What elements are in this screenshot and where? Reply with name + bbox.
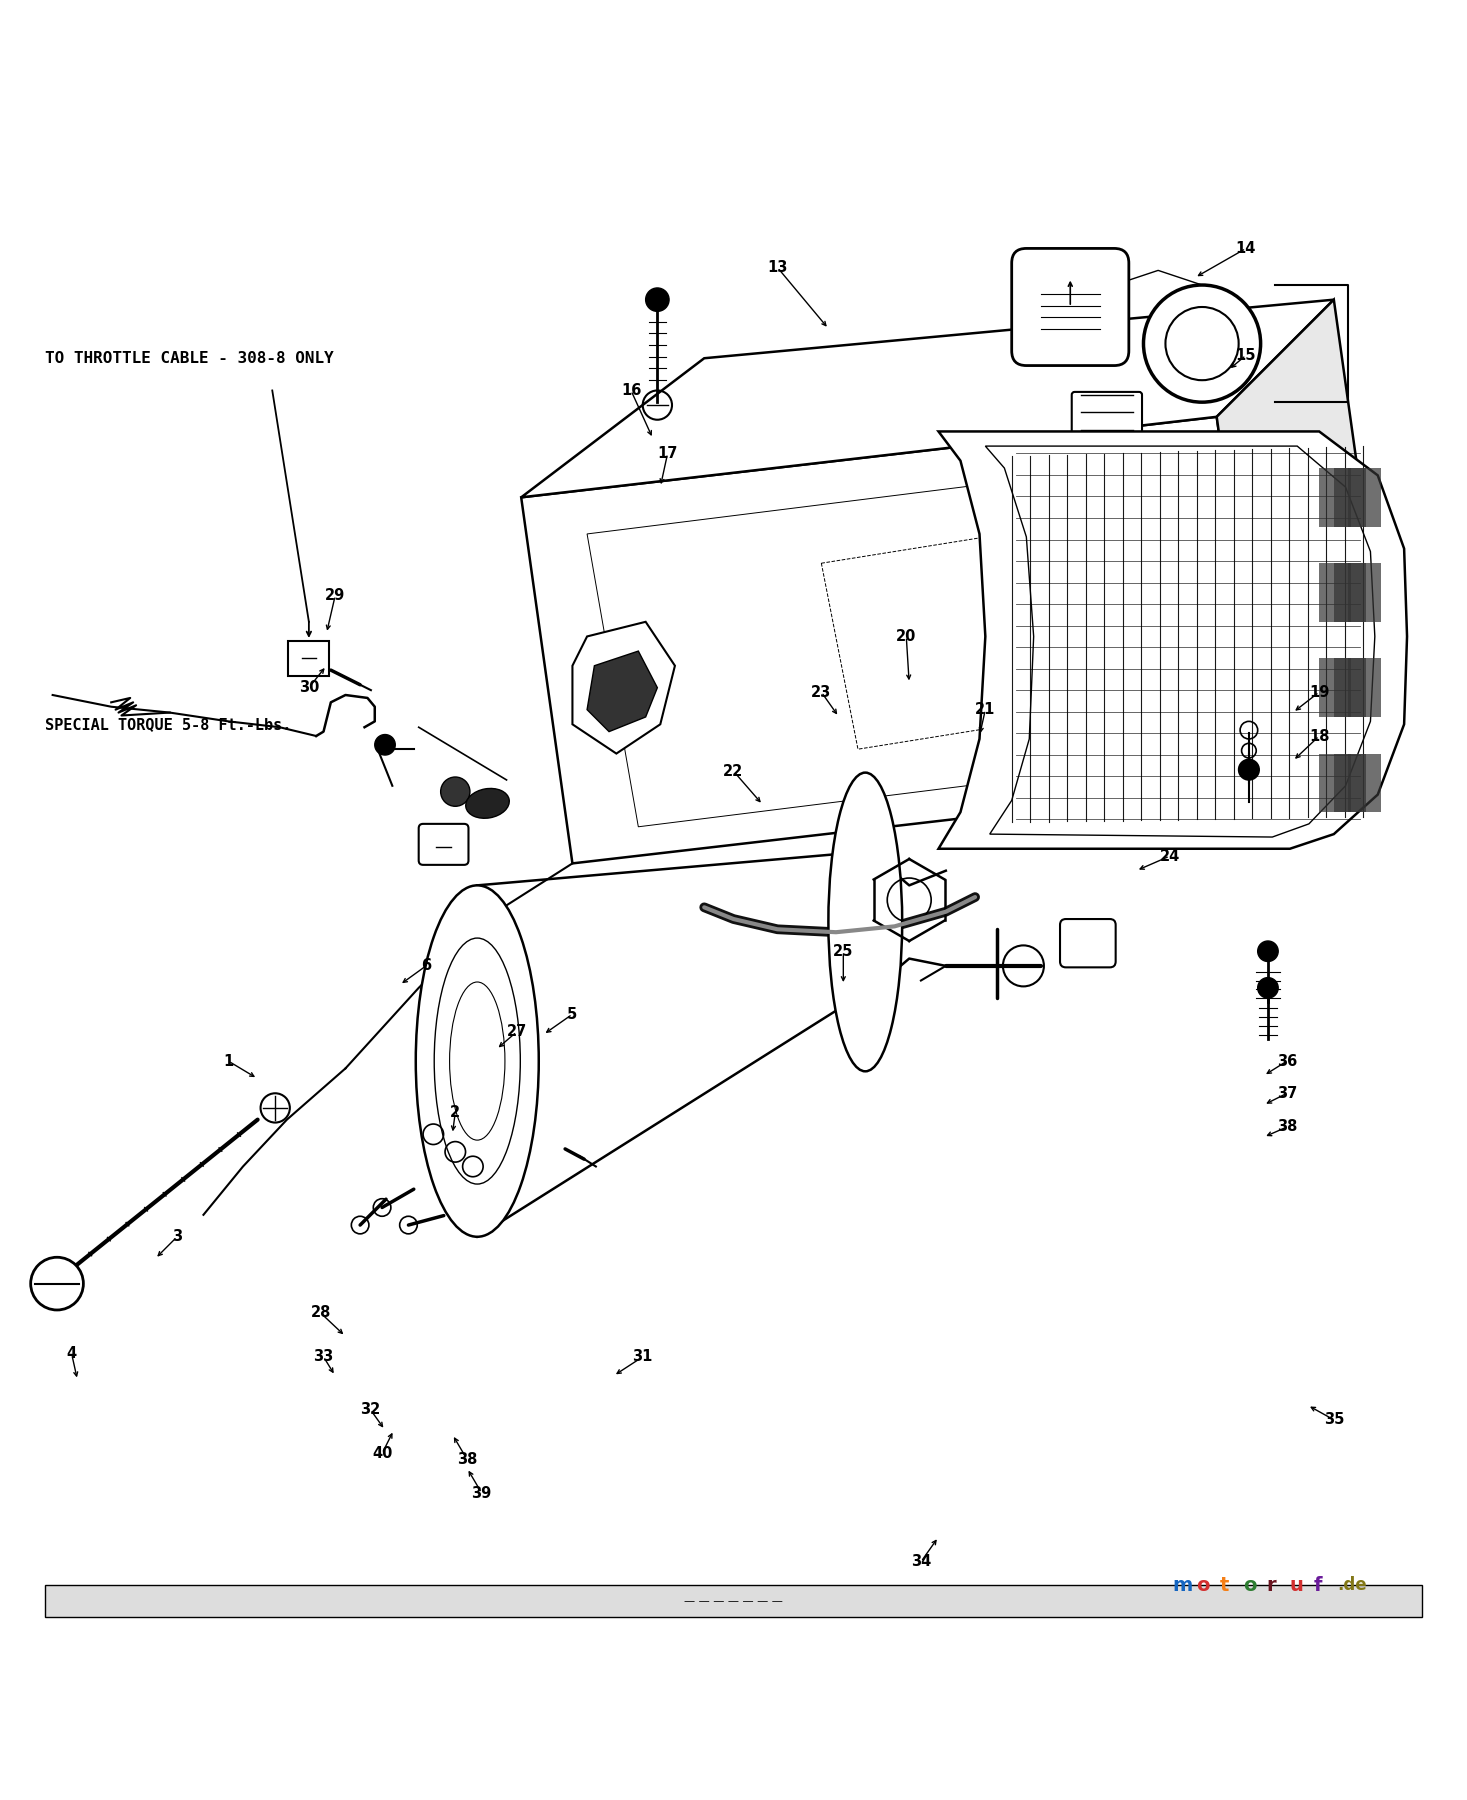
Bar xyxy=(1319,468,1351,527)
Text: 36: 36 xyxy=(1276,1053,1297,1069)
Bar xyxy=(1334,754,1366,812)
Polygon shape xyxy=(587,652,657,731)
Text: o: o xyxy=(1243,1575,1257,1595)
Text: 13: 13 xyxy=(767,259,788,275)
Polygon shape xyxy=(939,432,1407,850)
Polygon shape xyxy=(521,418,1267,864)
Bar xyxy=(1334,468,1366,527)
Text: 20: 20 xyxy=(896,628,917,644)
Text: SPECIAL TORQUE 5-8 Ft.-Lbs.: SPECIAL TORQUE 5-8 Ft.-Lbs. xyxy=(45,716,292,733)
Circle shape xyxy=(1257,977,1278,999)
Text: r: r xyxy=(1266,1575,1276,1595)
Text: — — — — — — —: — — — — — — — xyxy=(684,1597,783,1606)
Bar xyxy=(1348,468,1380,527)
Circle shape xyxy=(1143,284,1260,401)
Text: 33: 33 xyxy=(314,1350,333,1364)
Text: 16: 16 xyxy=(621,383,641,398)
Circle shape xyxy=(1257,941,1278,961)
Polygon shape xyxy=(1100,709,1216,833)
Text: 24: 24 xyxy=(1160,848,1179,864)
Text: u: u xyxy=(1289,1575,1304,1595)
Text: 34: 34 xyxy=(911,1555,932,1570)
Polygon shape xyxy=(986,446,1375,837)
Polygon shape xyxy=(521,299,1334,497)
Bar xyxy=(1348,659,1380,716)
Text: 35: 35 xyxy=(1323,1413,1344,1427)
Circle shape xyxy=(645,288,669,311)
Text: 17: 17 xyxy=(657,446,678,461)
FancyBboxPatch shape xyxy=(1072,392,1141,500)
Ellipse shape xyxy=(465,788,509,819)
Text: .de: .de xyxy=(1336,1577,1366,1595)
Bar xyxy=(45,1586,1422,1618)
Text: 38: 38 xyxy=(1276,1120,1297,1134)
Text: m: m xyxy=(1172,1575,1193,1595)
Ellipse shape xyxy=(449,983,505,1139)
Text: 32: 32 xyxy=(361,1402,380,1417)
Circle shape xyxy=(374,734,395,754)
Text: 19: 19 xyxy=(1309,684,1329,700)
Text: 37: 37 xyxy=(1276,1085,1297,1102)
Text: 31: 31 xyxy=(632,1350,653,1364)
Text: 1: 1 xyxy=(223,1053,233,1069)
Bar xyxy=(1348,754,1380,812)
Text: 21: 21 xyxy=(976,702,996,716)
Text: 2: 2 xyxy=(450,1105,461,1120)
FancyBboxPatch shape xyxy=(1061,920,1116,967)
Text: 5: 5 xyxy=(568,1006,578,1022)
Text: 30: 30 xyxy=(299,680,318,695)
Text: 6: 6 xyxy=(421,958,431,974)
Text: 29: 29 xyxy=(326,589,345,603)
Text: TO THROTTLE CABLE - 308-8 ONLY: TO THROTTLE CABLE - 308-8 ONLY xyxy=(45,351,334,365)
Circle shape xyxy=(1238,760,1259,779)
Text: 27: 27 xyxy=(506,1024,527,1039)
FancyBboxPatch shape xyxy=(1012,248,1128,365)
Bar xyxy=(1319,754,1351,812)
Text: 28: 28 xyxy=(311,1305,330,1321)
FancyBboxPatch shape xyxy=(418,824,468,864)
Circle shape xyxy=(1165,308,1238,380)
Ellipse shape xyxy=(434,938,521,1184)
Text: 18: 18 xyxy=(1309,729,1329,743)
Circle shape xyxy=(31,1256,84,1310)
Text: f: f xyxy=(1313,1575,1322,1595)
Circle shape xyxy=(440,778,469,806)
Text: 25: 25 xyxy=(833,943,854,959)
Text: 15: 15 xyxy=(1235,347,1256,364)
Polygon shape xyxy=(1216,299,1385,783)
Ellipse shape xyxy=(829,772,902,1071)
Text: 22: 22 xyxy=(723,763,744,779)
Bar xyxy=(1319,659,1351,716)
Bar xyxy=(1319,563,1351,621)
Text: 3: 3 xyxy=(172,1229,182,1244)
Bar xyxy=(289,641,330,677)
Text: o: o xyxy=(1196,1575,1210,1595)
Text: 23: 23 xyxy=(811,684,832,700)
Text: 39: 39 xyxy=(471,1485,491,1501)
Text: 4: 4 xyxy=(66,1346,76,1361)
Bar xyxy=(1348,563,1380,621)
Text: 14: 14 xyxy=(1235,241,1256,256)
Bar xyxy=(1334,563,1366,621)
Text: 40: 40 xyxy=(373,1445,392,1462)
Text: t: t xyxy=(1219,1575,1229,1595)
Text: 38: 38 xyxy=(456,1453,477,1467)
Circle shape xyxy=(261,1093,290,1123)
Bar xyxy=(1334,659,1366,716)
Ellipse shape xyxy=(415,886,538,1237)
Polygon shape xyxy=(572,621,675,754)
